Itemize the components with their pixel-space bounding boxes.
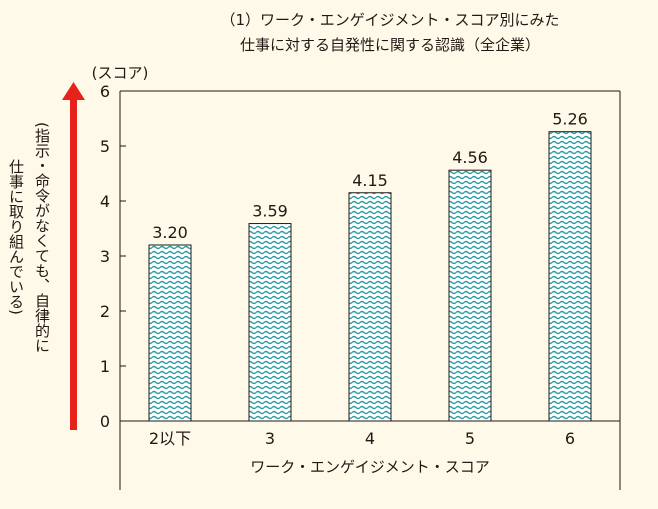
x-tick-label: 3: [265, 429, 275, 448]
y-axis-label-line-2: 仕事に取り組んでいる): [7, 159, 25, 315]
y-axis-unit-label: (スコア): [92, 64, 149, 82]
x-tick-label: 6: [565, 429, 575, 448]
chart-title-line-2: 仕事に対する自発性に関する認識（全企業）: [239, 36, 540, 54]
x-axis-label: ワーク・エンゲイジメント・スコア: [250, 458, 489, 476]
y-tick-label: 6: [100, 82, 110, 101]
bar: [348, 192, 392, 422]
y-tick-label: 0: [100, 412, 110, 431]
y-axis-label-line-1: (指示・命令がなくても、自律的に: [33, 121, 51, 353]
bar: [548, 131, 592, 422]
up-arrow-icon: [62, 82, 85, 430]
x-tick-label: 5: [465, 429, 475, 448]
y-tick-label: 2: [100, 302, 110, 321]
data-label: 3.20: [152, 223, 188, 242]
y-tick-label: 5: [100, 137, 110, 156]
chart-title-line-1: （1）ワーク・エンゲイジメント・スコア別にみた: [220, 11, 560, 29]
data-label: 4.56: [452, 148, 488, 167]
data-label: 3.59: [252, 202, 288, 221]
y-tick-label: 4: [100, 192, 110, 211]
data-label: 4.15: [352, 171, 388, 190]
y-tick-label: 3: [100, 247, 110, 266]
x-tick-label: 4: [365, 429, 375, 448]
bar: [148, 244, 192, 422]
y-tick-label: 1: [100, 357, 110, 376]
bar: [248, 223, 292, 422]
bar: [448, 169, 492, 422]
data-label: 5.26: [552, 110, 588, 129]
x-tick-label: 2以下: [149, 429, 191, 448]
